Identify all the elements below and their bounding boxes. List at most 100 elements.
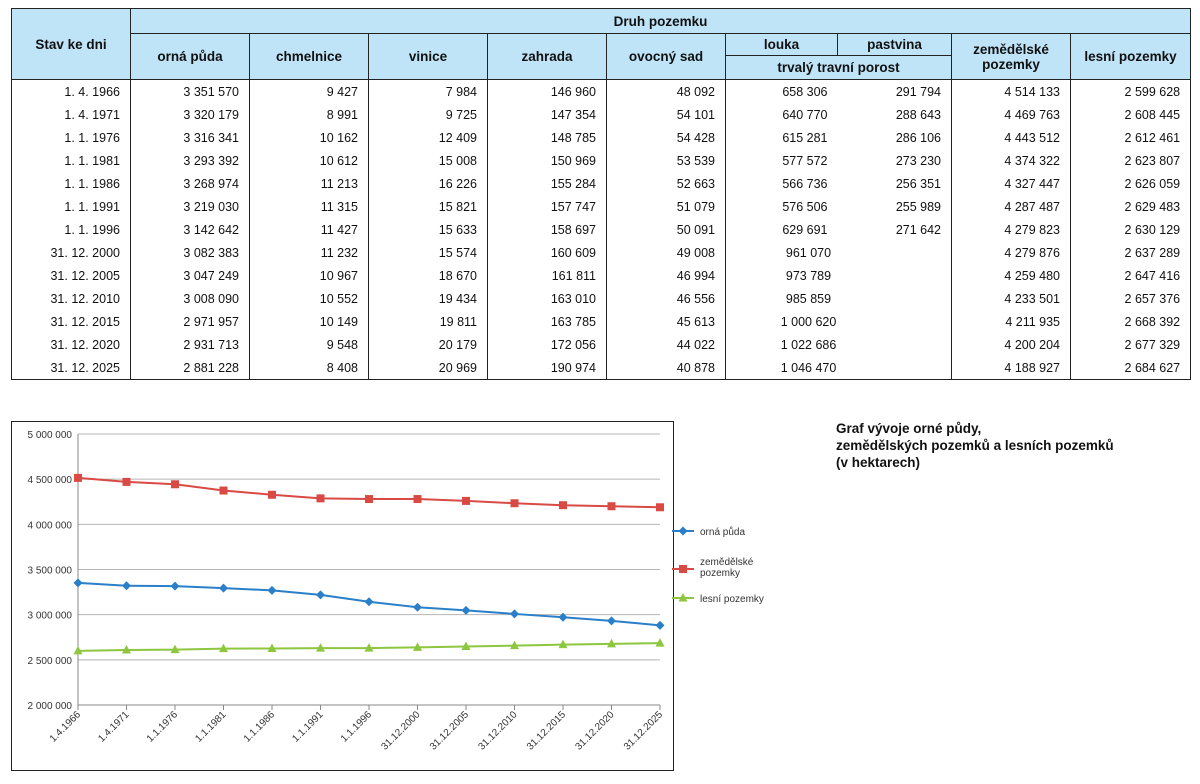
y-tick-label: 2 500 000 [28, 656, 73, 667]
chart-title-line1: Graf vývoje orné půdy, [836, 421, 982, 436]
cell-ttp-value: 985 859 [785, 291, 832, 306]
cell-zemedelske: 4 188 927 [951, 356, 1071, 380]
cell-ovocny: 48 092 [606, 79, 726, 103]
cell-lesni: 2 630 129 [1069, 218, 1192, 241]
x-tick-label: 31.12.2025 [622, 709, 665, 752]
col-header-ttp: trvalý travní porost [725, 55, 952, 80]
cell-ovocny: 46 556 [606, 287, 726, 310]
data-point-zemedelske [122, 477, 131, 486]
cell-orna: 3 320 179 [130, 103, 250, 126]
cell-ttp-value: 1 022 686 [780, 337, 837, 352]
data-point-orna [607, 616, 616, 626]
cell-ovocny: 53 539 [606, 149, 726, 172]
cell-louka: 566 736 [725, 172, 838, 195]
data-point-orna [510, 609, 519, 619]
chart-title-line2: zemědělských pozemků a lesních pozemků [836, 438, 1114, 453]
data-point-orna [316, 590, 325, 600]
land-use-table: Stav ke dni Druh pozemku orná půda chmel… [11, 8, 1192, 380]
legend-label: orná půda [700, 526, 745, 538]
cell-zahrada: 163 785 [487, 310, 607, 333]
cell-chmelnice: 11 427 [249, 218, 369, 241]
cell-ovocny: 54 428 [606, 126, 726, 149]
y-tick-label: 3 000 000 [28, 611, 73, 622]
cell-louka: 577 572 [725, 149, 838, 172]
cell-orna: 2 931 713 [130, 333, 250, 356]
data-point-zemedelske [365, 495, 373, 504]
cell-ovocny: 51 079 [606, 195, 726, 218]
cell-ovocny: 40 878 [606, 356, 726, 380]
data-point-zemedelske [607, 502, 616, 511]
col-header-lesni: lesní pozemky [1069, 33, 1192, 80]
cell-lesni: 2 684 627 [1069, 356, 1192, 380]
data-point-lesni [267, 643, 277, 652]
cell-vinice: 18 670 [368, 264, 488, 287]
chart-svg: 2 000 000 2 500 000 3 000 000 3 500 000 4 00… [28, 430, 666, 753]
cell-lesni: 2 608 445 [1069, 103, 1192, 126]
cell-date: 31. 12. 2025 [11, 356, 131, 380]
cell-ttp: 1 000 620 [725, 310, 952, 333]
cell-vinice: 12 409 [368, 126, 488, 149]
cell-zemedelske: 4 327 447 [951, 172, 1071, 195]
cell-zahrada: 172 056 [487, 333, 607, 356]
cell-date: 31. 12. 2005 [11, 264, 131, 287]
data-point-orna [461, 605, 471, 615]
cell-zahrada: 163 010 [487, 287, 607, 310]
data-point-orna [219, 583, 228, 593]
data-point-lesni [655, 638, 665, 647]
cell-lesni: 2 668 392 [1069, 310, 1192, 333]
data-point-orna [558, 612, 568, 622]
x-tick-label: 31.12.2000 [379, 709, 422, 752]
cell-zemedelske: 4 279 823 [951, 218, 1071, 241]
cell-zahrada: 190 974 [487, 356, 607, 380]
cell-zemedelske: 4 259 480 [951, 264, 1071, 287]
cell-ttp: 973 789 [725, 264, 952, 287]
data-point-lesni [364, 643, 374, 652]
col-header-zemedelske: zemědělské pozemky [951, 33, 1071, 80]
cell-louka: 629 691 [725, 218, 838, 241]
data-point-orna [73, 578, 83, 588]
table-row: 1. 1. 1991 3 219 030 11 315 15 821 157 747 51… [11, 195, 1192, 218]
cell-chmelnice: 8 408 [249, 356, 369, 380]
cell-lesni: 2 623 807 [1069, 149, 1192, 172]
x-tick-label: 31.12.2015 [525, 709, 568, 752]
cell-vinice: 9 725 [368, 103, 488, 126]
cell-pastvina: 255 989 [837, 195, 952, 218]
legend-label: lesní pozemky [700, 594, 764, 605]
cell-ttp-value: 973 789 [785, 268, 832, 283]
y-tick-label: 4 500 000 [28, 475, 73, 486]
cell-date: 1. 1. 1981 [11, 149, 131, 172]
data-point-orna [655, 620, 665, 630]
x-tick-label: 1.1.1976 [145, 709, 181, 745]
data-point-lesni [607, 638, 616, 648]
cell-zemedelske: 4 443 512 [951, 126, 1071, 149]
cell-zahrada: 158 697 [487, 218, 607, 241]
table-row: 31. 12. 2005 3 047 249 10 967 18 670 161 811… [11, 264, 1192, 287]
table-row: 1. 1. 1996 3 142 642 11 427 15 633 158 697 50… [11, 218, 1192, 241]
cell-ovocny: 54 101 [606, 103, 726, 126]
data-point-lesni [73, 645, 83, 655]
cell-zemedelske: 4 287 487 [951, 195, 1071, 218]
cell-chmelnice: 11 315 [249, 195, 369, 218]
col-header-ovocny: ovocný sad [606, 33, 726, 80]
cell-ttp-value: 1 000 620 [780, 314, 837, 329]
cell-orna: 3 047 249 [130, 264, 250, 287]
cell-orna: 3 316 341 [130, 126, 250, 149]
legend-label: pozemky [700, 568, 740, 579]
cell-ovocny: 45 613 [606, 310, 726, 333]
x-tick-label: 1.4.1971 [96, 709, 132, 745]
cell-ttp-value: 961 070 [785, 245, 832, 260]
cell-date: 31. 12. 2020 [11, 333, 131, 356]
line-chart: 2 000 000 2 500 000 3 000 000 3 500 000 4 00… [11, 421, 674, 771]
cell-lesni: 2 599 628 [1069, 79, 1192, 103]
data-point-lesni [122, 645, 131, 654]
cell-ttp: 961 070 [725, 241, 952, 264]
cell-vinice: 15 633 [368, 218, 488, 241]
cell-date: 1. 1. 1986 [11, 172, 131, 195]
cell-vinice: 15 008 [368, 149, 488, 172]
cell-date: 1. 1. 1996 [11, 218, 131, 241]
data-point-zemedelske [462, 496, 470, 505]
data-point-lesni [461, 641, 471, 651]
cell-lesni: 2 657 376 [1069, 287, 1192, 310]
cell-louka: 658 306 [725, 79, 838, 103]
